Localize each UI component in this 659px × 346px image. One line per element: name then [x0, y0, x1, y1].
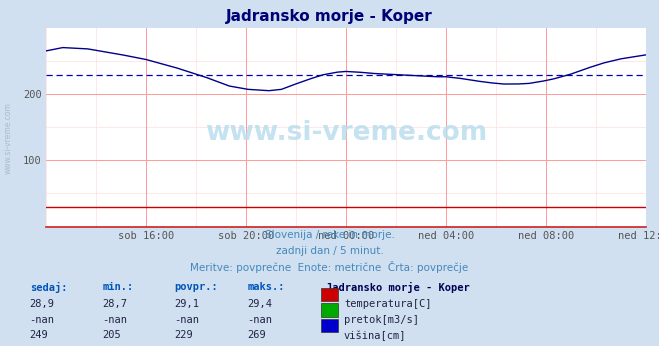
Text: zadnji dan / 5 minut.: zadnji dan / 5 minut. [275, 246, 384, 256]
Text: Jadransko morje - Koper: Jadransko morje - Koper [226, 9, 433, 24]
Text: www.si-vreme.com: www.si-vreme.com [205, 120, 487, 146]
Text: 229: 229 [175, 330, 193, 340]
Text: -nan: -nan [175, 315, 200, 325]
Text: min.:: min.: [102, 282, 133, 292]
Text: sedaj:: sedaj: [30, 282, 67, 293]
Text: Jadransko morje - Koper: Jadransko morje - Koper [326, 282, 470, 293]
Text: pretok[m3/s]: pretok[m3/s] [344, 315, 419, 325]
Text: 28,7: 28,7 [102, 299, 127, 309]
Text: 29,1: 29,1 [175, 299, 200, 309]
Text: Meritve: povprečne  Enote: metrične  Črta: povprečje: Meritve: povprečne Enote: metrične Črta:… [190, 261, 469, 273]
Text: 28,9: 28,9 [30, 299, 55, 309]
Text: -nan: -nan [102, 315, 127, 325]
Text: 29,4: 29,4 [247, 299, 272, 309]
Text: 205: 205 [102, 330, 121, 340]
Text: 269: 269 [247, 330, 266, 340]
Text: 249: 249 [30, 330, 48, 340]
Text: maks.:: maks.: [247, 282, 285, 292]
Text: -nan: -nan [30, 315, 55, 325]
Text: Slovenija / reke in morje.: Slovenija / reke in morje. [264, 230, 395, 240]
Text: povpr.:: povpr.: [175, 282, 218, 292]
Text: temperatura[C]: temperatura[C] [344, 299, 432, 309]
Text: -nan: -nan [247, 315, 272, 325]
Text: www.si-vreme.com: www.si-vreme.com [3, 102, 13, 174]
Text: višina[cm]: višina[cm] [344, 330, 407, 341]
